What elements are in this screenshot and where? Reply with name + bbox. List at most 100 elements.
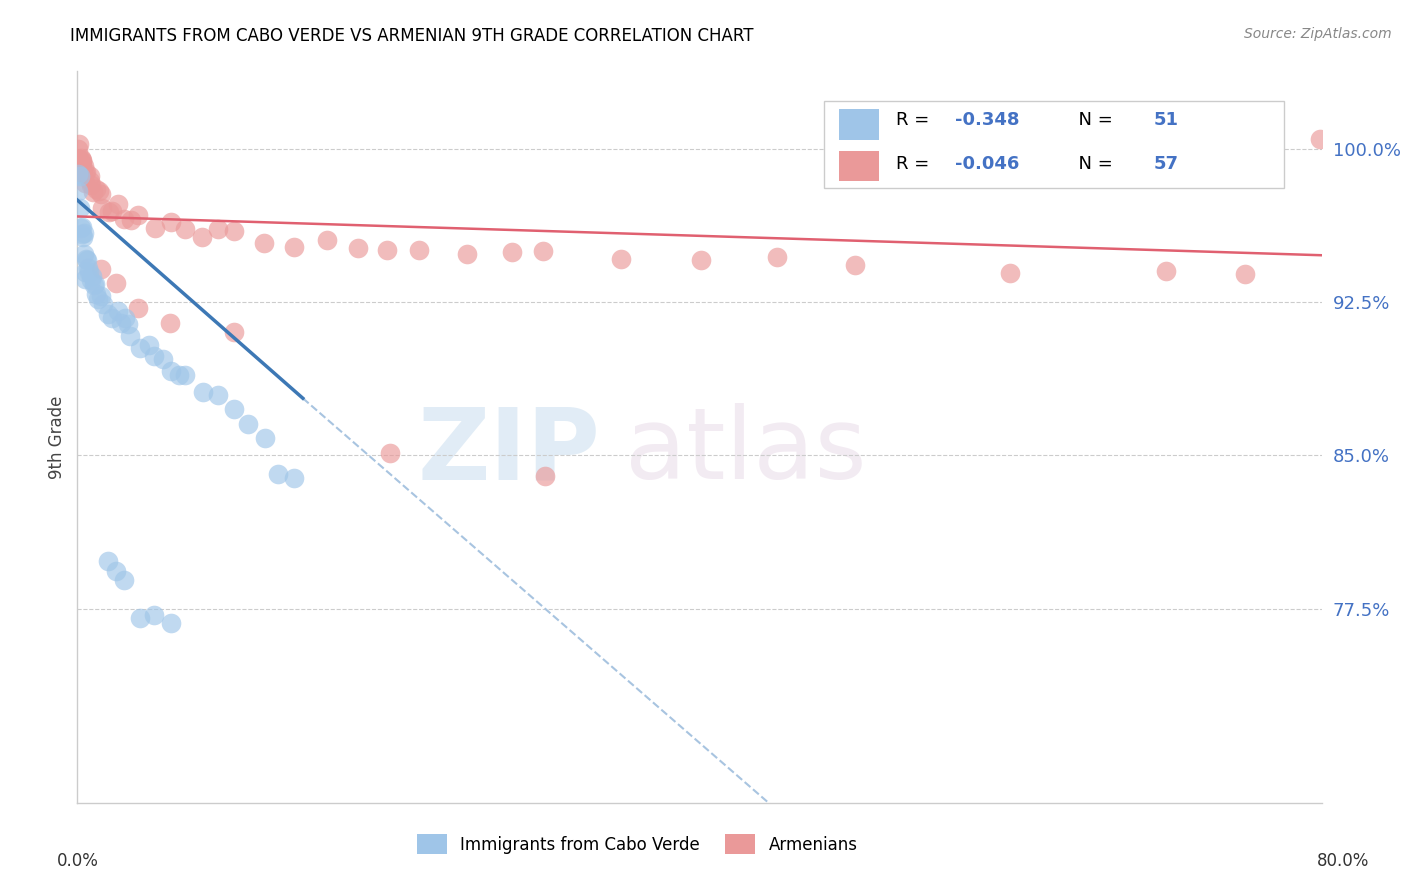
Point	[159, 616, 181, 631]
Point	[283, 240, 305, 254]
Point	[73, 246, 96, 260]
Point	[238, 417, 260, 431]
Point	[72, 166, 94, 180]
Point	[456, 247, 478, 261]
Y-axis label: 9th Grade: 9th Grade	[48, 395, 66, 479]
Point	[91, 201, 114, 215]
Text: 57: 57	[1154, 155, 1178, 173]
Point	[191, 229, 214, 244]
Text: IMMIGRANTS FROM CABO VERDE VS ARMENIAN 9TH GRADE CORRELATION CHART: IMMIGRANTS FROM CABO VERDE VS ARMENIAN 9…	[70, 27, 754, 45]
Point	[127, 208, 149, 222]
Point	[159, 316, 181, 330]
Text: 51: 51	[1154, 111, 1178, 129]
Point	[87, 292, 110, 306]
Point	[159, 364, 181, 378]
Point	[76, 252, 98, 267]
Point	[97, 205, 120, 219]
Point	[283, 471, 305, 485]
Point	[267, 467, 290, 481]
Point	[90, 289, 112, 303]
Point	[75, 176, 97, 190]
Bar	[824, 101, 1284, 188]
Point	[347, 241, 370, 255]
Point	[120, 329, 142, 343]
Text: ZIP: ZIP	[418, 403, 600, 500]
Text: atlas: atlas	[624, 403, 866, 500]
Point	[86, 287, 108, 301]
Point	[87, 185, 110, 199]
Bar	[839, 151, 879, 181]
Text: -0.046: -0.046	[955, 155, 1019, 173]
Point	[77, 264, 100, 278]
Point	[79, 169, 101, 183]
Legend: Immigrants from Cabo Verde, Armenians: Immigrants from Cabo Verde, Armenians	[411, 828, 865, 860]
Point	[1234, 267, 1257, 281]
Point	[104, 277, 127, 291]
Point	[73, 226, 96, 240]
Point	[143, 220, 166, 235]
Point	[152, 352, 174, 367]
Point	[84, 277, 107, 291]
Point	[1000, 266, 1022, 280]
Point	[69, 169, 91, 184]
Point	[112, 573, 135, 587]
Point	[689, 253, 711, 268]
Text: N =: N =	[1067, 111, 1118, 129]
Point	[143, 607, 166, 622]
Point	[207, 388, 229, 402]
Text: -0.348: -0.348	[955, 111, 1019, 129]
Point	[501, 245, 523, 260]
Point	[191, 384, 214, 399]
Point	[67, 152, 90, 166]
Point	[408, 243, 430, 257]
Point	[75, 165, 97, 179]
Point	[765, 250, 787, 264]
Point	[72, 227, 94, 241]
Point	[159, 215, 181, 229]
Point	[127, 301, 149, 316]
Point	[167, 368, 190, 382]
Point	[91, 297, 114, 311]
Point	[253, 236, 276, 251]
Point	[67, 152, 90, 166]
Point	[129, 611, 152, 625]
Point	[114, 311, 136, 326]
Point	[80, 178, 103, 192]
Point	[117, 317, 139, 331]
Point	[84, 182, 107, 196]
Point	[316, 233, 339, 247]
Point	[90, 187, 112, 202]
Text: 0.0%: 0.0%	[56, 852, 98, 870]
Point	[173, 222, 195, 236]
Point	[73, 159, 96, 173]
Point	[138, 337, 160, 351]
Point	[224, 325, 246, 339]
Point	[79, 174, 101, 188]
Point	[72, 219, 94, 234]
Bar	[839, 110, 879, 140]
Point	[90, 261, 112, 276]
Point	[101, 310, 124, 325]
Text: R =: R =	[896, 155, 935, 173]
Point	[222, 224, 245, 238]
Text: R =: R =	[896, 111, 935, 129]
Point	[70, 153, 93, 167]
Point	[82, 269, 104, 284]
Point	[112, 211, 135, 226]
Point	[82, 185, 104, 199]
Point	[75, 272, 97, 286]
Point	[129, 341, 152, 355]
Point	[67, 167, 90, 181]
Point	[142, 349, 165, 363]
Point	[97, 307, 120, 321]
Point	[609, 252, 631, 266]
Point	[73, 166, 96, 180]
Point	[1154, 264, 1177, 278]
Point	[222, 401, 245, 416]
Point	[1309, 132, 1331, 146]
Point	[67, 142, 90, 156]
Text: 80.0%: 80.0%	[1316, 852, 1369, 870]
Point	[72, 154, 94, 169]
Point	[107, 197, 129, 211]
Point	[207, 222, 229, 236]
